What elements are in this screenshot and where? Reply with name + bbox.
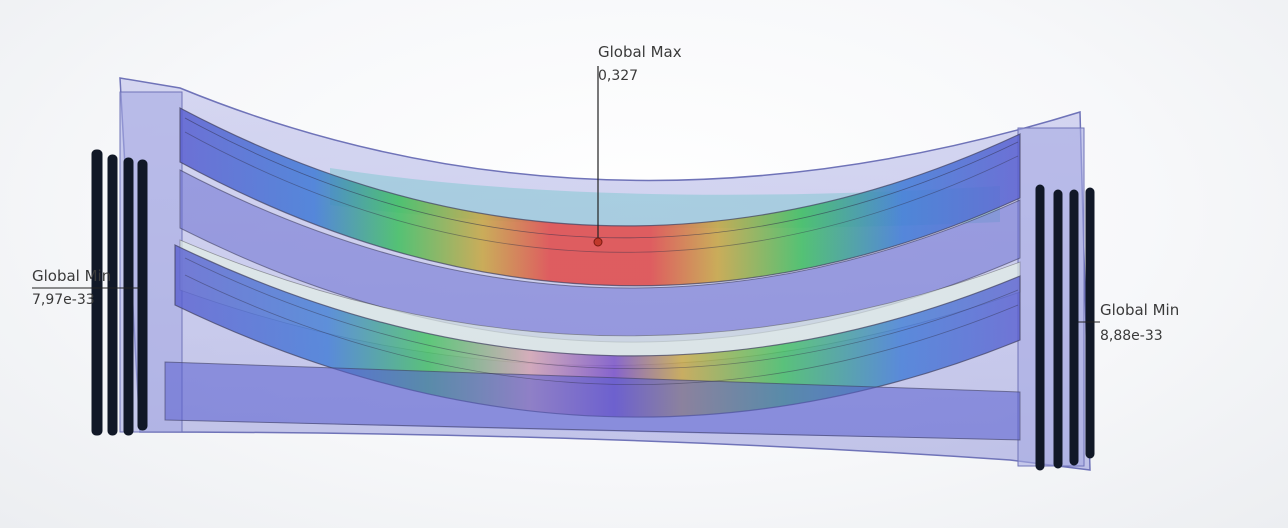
global-max-value: 0,327 — [598, 68, 639, 84]
contour-line — [184, 257, 1019, 370]
bottom-plate — [164, 361, 1021, 441]
global-min-left-value: 7,97e-33 — [32, 292, 95, 308]
contour-line — [184, 131, 1019, 253]
global-min-right-value: 8,88e-33 — [1100, 328, 1163, 344]
contour-line — [184, 274, 1019, 385]
global-min-right-label: Global Min — [1100, 301, 1180, 319]
global-max-point — [593, 237, 603, 247]
contour-line — [184, 117, 1019, 239]
left-fixture-markers — [91, 149, 148, 436]
upper-beam — [179, 107, 1021, 287]
global-max-label: Global Max — [598, 43, 682, 61]
right-fixture-markers — [1035, 184, 1095, 471]
global-min-left-label: Global Min — [32, 267, 112, 285]
